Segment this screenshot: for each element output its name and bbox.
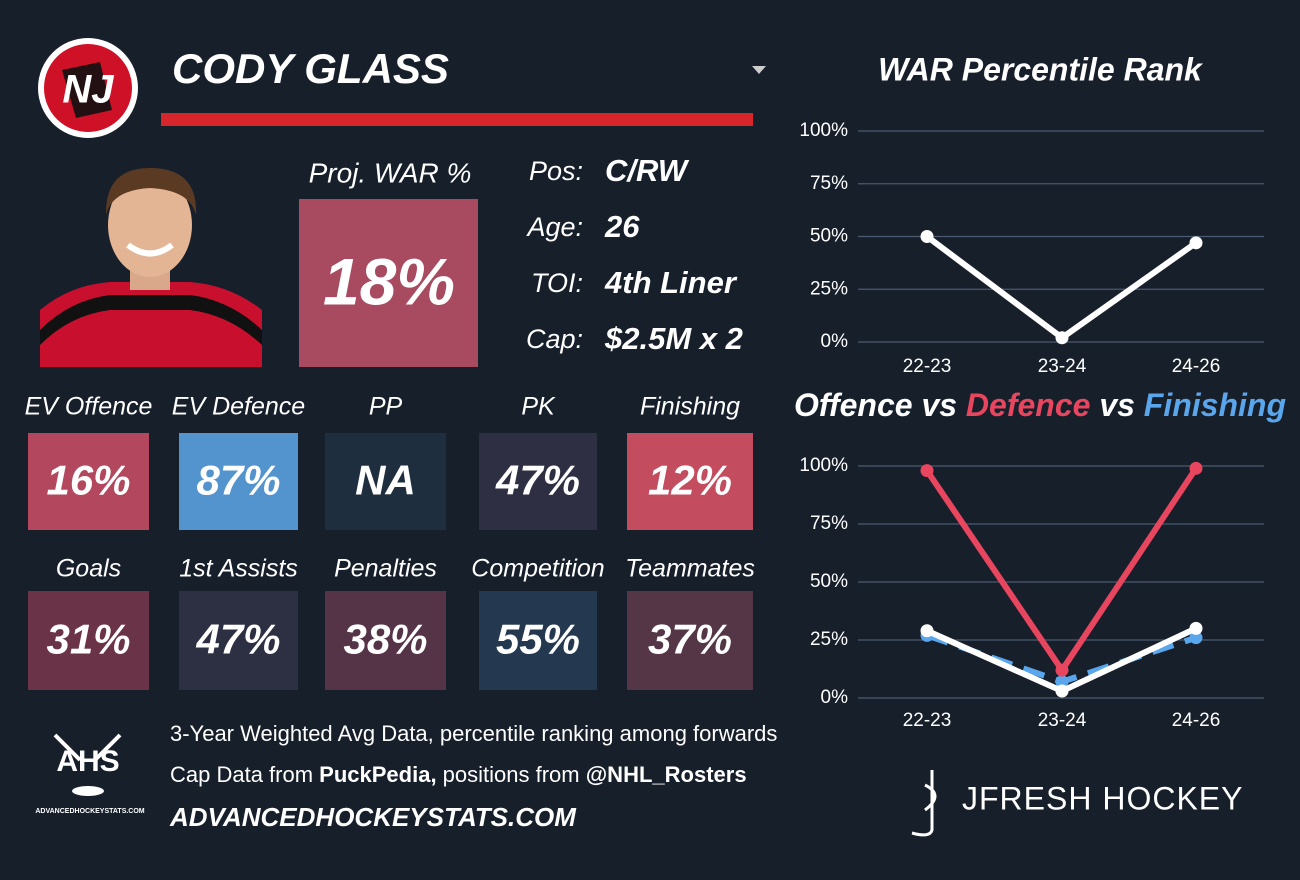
tile-label: 1st Assists bbox=[179, 555, 298, 583]
info-list: Pos: C/RW Age: 26 TOI: 4th Liner Cap: $2.5M x 2 bbox=[525, 153, 742, 356]
tile-value: 37% bbox=[648, 616, 732, 663]
tile-label: Competition bbox=[471, 555, 604, 583]
logo-mark: NJ bbox=[62, 68, 114, 112]
tile-box bbox=[627, 433, 753, 530]
brand-name: JFRESH HOCKEY bbox=[962, 780, 1243, 816]
y-tick-label: 25% bbox=[810, 629, 848, 650]
tile-label: Finishing bbox=[640, 393, 740, 421]
y-tick-label: 50% bbox=[810, 226, 848, 247]
ahs-logo: AHS ADVANCEDHOCKEYSTATS.COM bbox=[35, 733, 145, 815]
info-label: TOI: bbox=[531, 268, 583, 298]
tile-value: NA bbox=[355, 457, 416, 504]
title-series: Offence bbox=[794, 387, 913, 423]
proj-war-box bbox=[299, 199, 478, 367]
info-value: C/RW bbox=[605, 153, 690, 188]
tile-value: 16% bbox=[46, 457, 130, 504]
point bbox=[1189, 631, 1203, 645]
footer-site: ADVANCEDHOCKEYSTATS.COM bbox=[169, 802, 577, 832]
tile-box bbox=[479, 433, 597, 530]
y-tick-label: 75% bbox=[810, 173, 848, 194]
info-label: Cap: bbox=[526, 324, 583, 354]
tile-box bbox=[28, 433, 149, 530]
tile-box bbox=[28, 591, 149, 690]
tile-box bbox=[627, 591, 753, 690]
point bbox=[1189, 621, 1203, 635]
point bbox=[1189, 236, 1203, 250]
brand-logo bbox=[911, 770, 937, 837]
proj-war-value: 18% bbox=[323, 244, 455, 318]
point bbox=[920, 230, 934, 243]
tile-value: 31% bbox=[46, 616, 130, 663]
player-name: CODY GLASS bbox=[172, 45, 449, 92]
y-tick-label: 75% bbox=[810, 513, 848, 534]
tile-value: 12% bbox=[648, 457, 732, 504]
info-value: 4th Liner bbox=[604, 265, 738, 300]
tile-label: EV Offence bbox=[25, 393, 153, 421]
point bbox=[920, 624, 934, 638]
tile-box bbox=[325, 433, 446, 530]
tile-box bbox=[179, 433, 298, 530]
chart-title: Offence vs Defence vs Finishing bbox=[794, 387, 1286, 423]
source-text: Cap Data from bbox=[170, 762, 319, 787]
chart-title: WAR Percentile Rank bbox=[878, 51, 1204, 87]
footer-source: Cap Data from PuckPedia, positions from … bbox=[170, 762, 747, 787]
info-value: $2.5M x 2 bbox=[604, 321, 743, 356]
tile-value: 47% bbox=[195, 616, 280, 663]
tile-box bbox=[179, 591, 298, 690]
point bbox=[1055, 331, 1069, 345]
tile-label: Penalties bbox=[334, 555, 437, 583]
y-tick-label: 0% bbox=[821, 331, 849, 352]
title-series: Finishing bbox=[1144, 387, 1286, 423]
ahs-logo-url: ADVANCEDHOCKEYSTATS.COM bbox=[35, 808, 144, 815]
line-chart: 0% 25% 50% 75% 100% 22-23 23-24 24-26 bbox=[799, 455, 1264, 731]
source-link: @NHL_Rosters bbox=[586, 762, 747, 787]
source-link: PuckPedia, bbox=[319, 762, 436, 787]
dropdown-caret[interactable] bbox=[752, 66, 766, 74]
team-logo: NJ bbox=[38, 38, 138, 138]
y-tick-label: 25% bbox=[810, 278, 848, 299]
source-text: positions from bbox=[437, 762, 586, 787]
proj-war-label: Proj. WAR % bbox=[309, 157, 472, 188]
tile-label: Teammates bbox=[625, 555, 755, 583]
x-tick-label: 24-26 bbox=[1172, 356, 1221, 377]
info-label: Age: bbox=[525, 212, 583, 242]
tile-label: PK bbox=[521, 393, 556, 421]
ahs-logo-text: AHS bbox=[56, 745, 119, 778]
player-photo bbox=[38, 165, 262, 367]
point bbox=[1055, 663, 1069, 677]
info-value: 26 bbox=[604, 209, 640, 244]
point bbox=[1055, 684, 1069, 698]
tile-label: EV Defence bbox=[172, 393, 305, 421]
line-chart: 0% 25% 50% 75% 100% 22-23 23-24 24-26 bbox=[799, 120, 1264, 377]
tile-label: PP bbox=[369, 393, 403, 421]
tile-value: 87% bbox=[196, 457, 280, 504]
x-tick-label: 23-24 bbox=[1038, 710, 1087, 731]
y-tick-label: 50% bbox=[810, 571, 848, 592]
footer-note: 3-Year Weighted Avg Data, percentile ran… bbox=[170, 721, 777, 746]
tile-value: 55% bbox=[496, 616, 580, 663]
title-connector: vs bbox=[921, 387, 957, 423]
name-underline bbox=[161, 113, 753, 126]
x-tick-label: 24-26 bbox=[1172, 710, 1221, 731]
info-label: Pos: bbox=[529, 156, 583, 186]
point bbox=[1055, 675, 1069, 689]
x-tick-label: 22-23 bbox=[903, 356, 952, 377]
y-tick-label: 100% bbox=[799, 120, 848, 141]
title-series: Defence bbox=[966, 387, 1091, 423]
y-tick-label: 100% bbox=[799, 455, 848, 476]
stat-tiles: EV Offence 16% EV Defence 87% PP NA PK 47% Finis… bbox=[25, 393, 755, 690]
title-connector: vs bbox=[1099, 387, 1135, 423]
tile-value: 47% bbox=[495, 457, 580, 504]
y-tick-label: 0% bbox=[821, 687, 849, 708]
point bbox=[920, 464, 934, 478]
point bbox=[1189, 461, 1203, 475]
x-tick-label: 23-24 bbox=[1038, 356, 1087, 377]
tile-box bbox=[479, 591, 597, 690]
x-tick-label: 22-23 bbox=[903, 710, 952, 731]
tile-box bbox=[325, 591, 446, 690]
tile-value: 38% bbox=[343, 616, 427, 663]
tile-label: Goals bbox=[56, 555, 121, 583]
